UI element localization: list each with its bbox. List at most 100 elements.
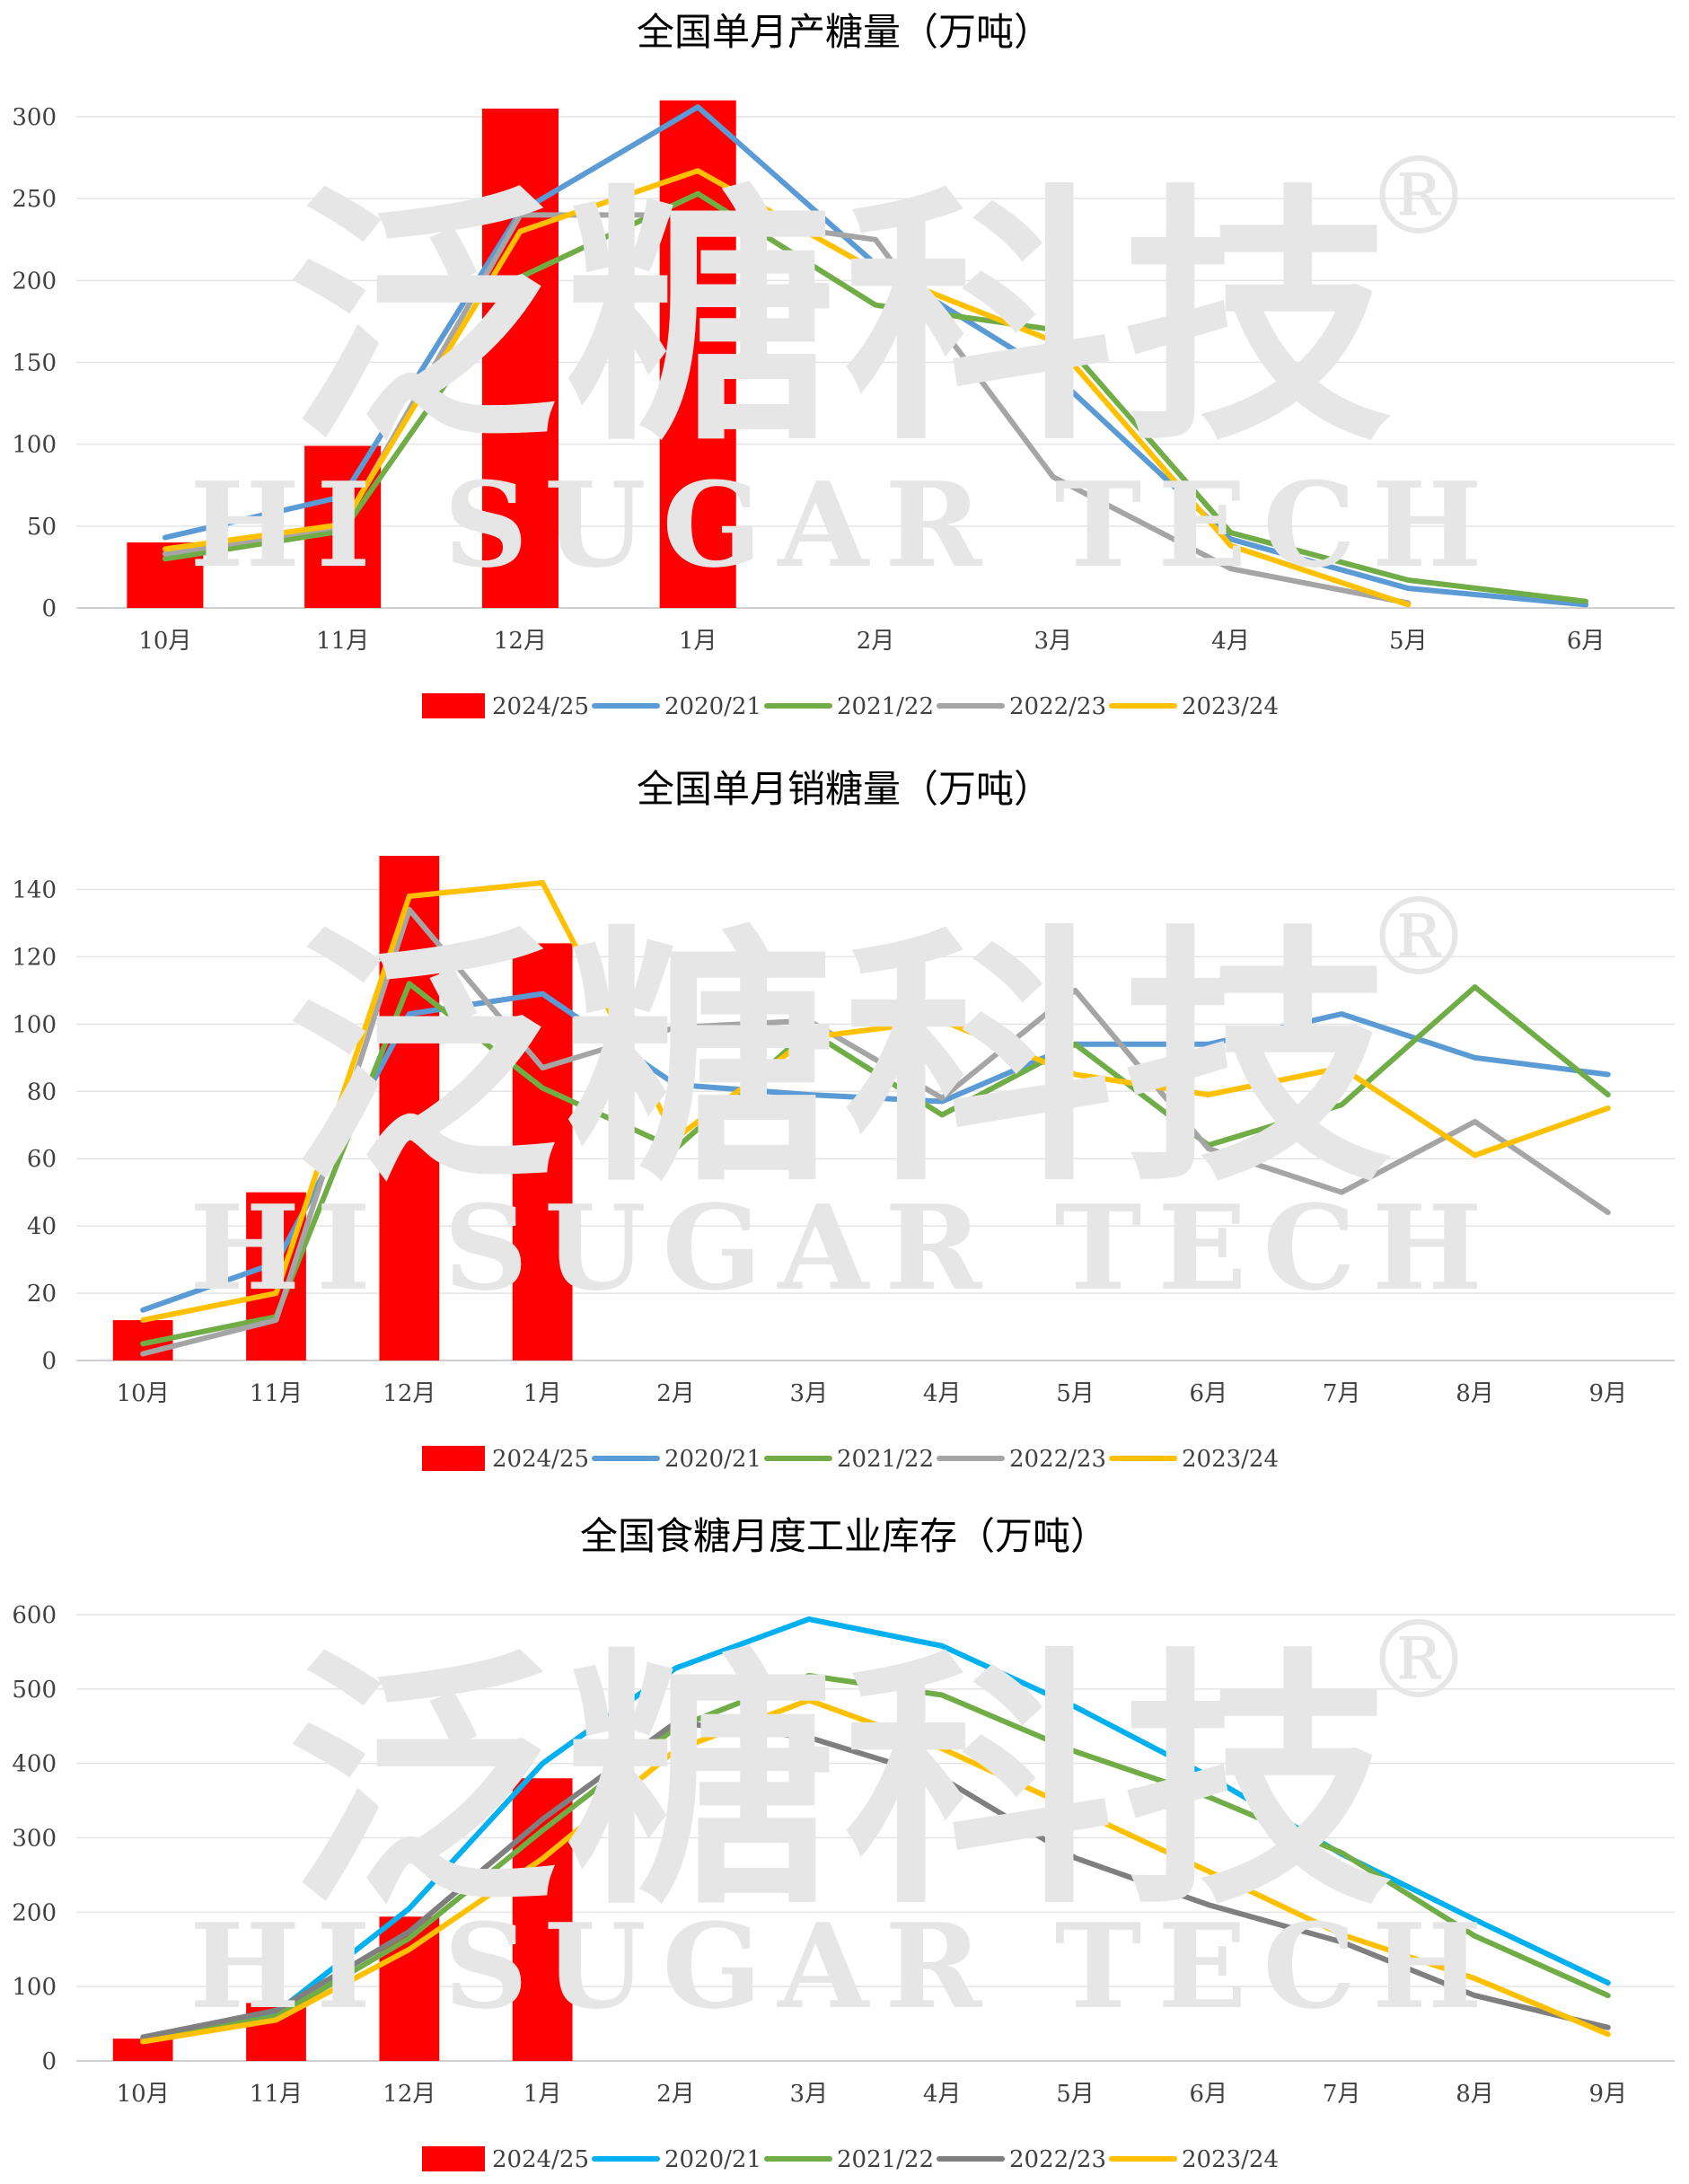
y-tick-label: 0 <box>41 1348 57 1375</box>
y-tick-label: 300 <box>12 1826 57 1853</box>
watermark-cn-text: 泛糖科技 <box>287 1624 1401 1941</box>
y-tick-label: 50 <box>27 514 57 541</box>
x-tick-label: 5月 <box>1056 2081 1095 2108</box>
x-tick-label: 8月 <box>1456 2081 1494 2108</box>
x-tick-label: 8月 <box>1456 1380 1494 1407</box>
series-line-2023-24 <box>140 1697 1611 2045</box>
watermark-registered-mark: ® <box>1365 1598 1473 1723</box>
y-tick-label: 500 <box>12 1677 57 1704</box>
y-tick-label: 40 <box>27 1213 57 1240</box>
y-tick-label: 120 <box>12 944 57 971</box>
x-tick-label: 10月 <box>117 1380 170 1407</box>
series-line-2020-21 <box>162 104 1589 608</box>
legend-label: 2023/24 <box>1182 1446 1279 1473</box>
legend-label: 2022/23 <box>1009 1446 1106 1473</box>
x-tick-label: 9月 <box>1589 2081 1628 2108</box>
x-tick-label: 2月 <box>857 628 895 655</box>
bar-2024-25 <box>481 108 559 609</box>
y-tick-label: 250 <box>12 186 57 213</box>
series-line-2020-21 <box>140 991 1611 1313</box>
watermark-cn-text: 泛糖科技 <box>287 160 1401 477</box>
x-tick-label: 12月 <box>383 2081 435 2108</box>
series-line-2023-24 <box>162 168 1412 608</box>
x-tick-label: 1月 <box>679 628 717 655</box>
legend-label: 2021/22 <box>837 2146 934 2173</box>
y-tick-label: 200 <box>12 1899 57 1926</box>
y-tick-label: 60 <box>27 1146 57 1173</box>
y-tick-label: 0 <box>41 2048 57 2075</box>
legend-swatch-bar <box>422 1446 485 1471</box>
bar-2024-25 <box>379 856 440 1361</box>
x-tick-label: 2月 <box>656 1380 695 1407</box>
x-tick-label: 1月 <box>523 2081 562 2108</box>
legend-label: 2020/21 <box>664 2146 761 2173</box>
legend-label: 2020/21 <box>664 693 761 720</box>
legend-item: 2020/21 <box>592 693 761 720</box>
x-tick-label: 5月 <box>1389 628 1428 655</box>
legend-item: 2022/23 <box>937 1446 1106 1473</box>
y-tick-label: 140 <box>12 876 57 903</box>
x-tick-label: 12月 <box>494 628 547 655</box>
legend-item: 2022/23 <box>937 693 1106 720</box>
x-tick-label: 9月 <box>1589 1380 1628 1407</box>
legend-item: 2024/25 <box>422 1446 589 1473</box>
x-tick-label: 4月 <box>923 2081 962 2108</box>
chart-title: 全国单月销糖量（万吨） <box>637 767 1051 811</box>
y-tick-label: 100 <box>12 1974 57 2001</box>
bar-2024-25 <box>512 1778 573 2061</box>
series-line-2022-23 <box>140 906 1611 1357</box>
legend-label: 2024/25 <box>492 1446 589 1473</box>
x-tick-label: 3月 <box>1034 628 1073 655</box>
chart-2: 全国单月销糖量（万吨） 0 20 40 60 80 100 120 140 10月 11月 12月 1月… <box>12 767 1675 1473</box>
series-line-2021-22 <box>140 1672 1611 2043</box>
x-tick-label: 3月 <box>790 2081 829 2108</box>
legend-label: 2022/23 <box>1009 2146 1106 2173</box>
legend-label: 2020/21 <box>664 1446 761 1473</box>
legend-item: 2021/22 <box>764 693 934 720</box>
x-tick-label: 7月 <box>1323 2081 1361 2108</box>
x-tick-label: 2月 <box>656 2081 695 2108</box>
series-line-2022-23 <box>140 1720 1611 2040</box>
x-tick-label: 11月 <box>250 1380 303 1407</box>
y-tick-label: 600 <box>12 1602 57 1629</box>
y-tick-label: 200 <box>12 268 57 295</box>
series-line-2023-24 <box>140 880 1611 1323</box>
legend-item: 2020/21 <box>592 1446 761 1473</box>
x-tick-label: 11月 <box>250 2081 303 2108</box>
legend-label: 2021/22 <box>837 1446 934 1473</box>
legend-label: 2023/24 <box>1182 2146 1279 2173</box>
legend-item: 2023/24 <box>1109 693 1279 720</box>
chart-3: 全国食糖月度工业库存（万吨） 0 100 200 300 400 500 600 10月 11月 1… <box>12 1514 1675 2173</box>
watermark-registered-mark: ® <box>1365 135 1473 260</box>
x-tick-label: 6月 <box>1567 628 1605 655</box>
y-tick-label: 20 <box>27 1281 57 1308</box>
legend-swatch-bar <box>422 693 485 718</box>
x-tick-label: 1月 <box>523 1380 562 1407</box>
x-tick-label: 12月 <box>383 1380 435 1407</box>
x-tick-label: 6月 <box>1190 2081 1228 2108</box>
x-tick-label: 3月 <box>790 1380 829 1407</box>
x-tick-label: 10月 <box>117 2081 170 2108</box>
x-tick-label: 5月 <box>1056 1380 1095 1407</box>
watermark-cn-text: 泛糖科技 <box>287 901 1401 1218</box>
legend-item: 2023/24 <box>1109 1446 1279 1473</box>
legend-swatch-bar <box>422 2146 485 2171</box>
series-line-2021-22 <box>162 190 1589 604</box>
legend-label: 2022/23 <box>1009 693 1106 720</box>
legend-label: 2023/24 <box>1182 693 1279 720</box>
x-tick-label: 10月 <box>138 628 191 655</box>
x-tick-label: 7月 <box>1323 1380 1361 1407</box>
y-tick-label: 300 <box>12 104 57 131</box>
chart-1: 全国单月产糖量（万吨） 0 50 100 150 200 250 300 10月 11月 12月 1月… <box>12 10 1675 720</box>
legend-item: 2021/22 <box>764 1446 934 1473</box>
y-tick-label: 0 <box>41 595 57 622</box>
watermark-en-text: HI SUGAR TECH <box>189 1898 1498 2035</box>
x-tick-label: 4月 <box>923 1380 962 1407</box>
y-tick-label: 400 <box>12 1751 57 1778</box>
legend-label: 2024/25 <box>492 2146 589 2173</box>
y-tick-label: 150 <box>12 350 57 377</box>
